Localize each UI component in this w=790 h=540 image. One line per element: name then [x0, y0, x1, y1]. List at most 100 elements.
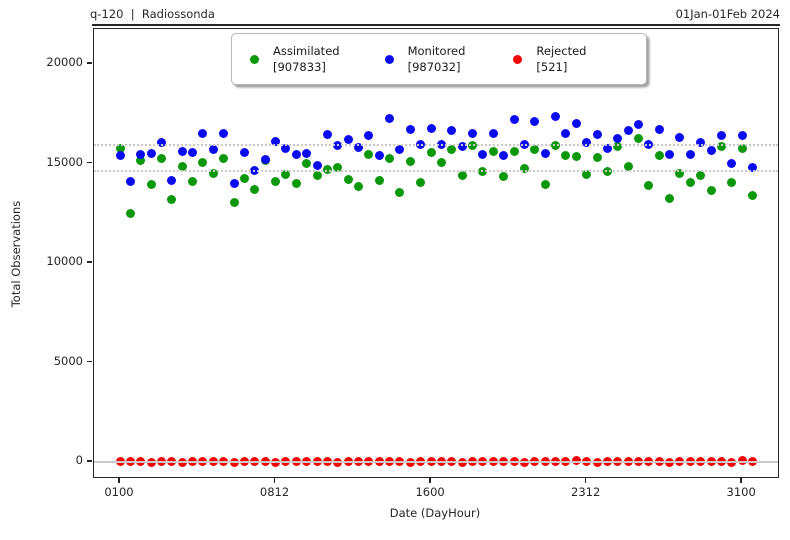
data-point-assimilated	[146, 179, 156, 189]
y-tick-mark	[87, 161, 92, 164]
data-point-monitored	[239, 148, 249, 158]
legend-item-assimilated: Assimilated [907833]	[250, 43, 340, 75]
data-point-assimilated	[426, 148, 436, 158]
data-point-monitored	[426, 124, 436, 134]
data-point-monitored	[592, 130, 602, 140]
data-point-monitored	[478, 150, 488, 160]
data-point-monitored	[198, 129, 208, 139]
data-point-assimilated	[167, 194, 177, 204]
data-point-assimilated	[250, 184, 260, 194]
data-point-assimilated	[219, 154, 229, 164]
x-tick-mark	[118, 478, 120, 483]
legend-label: Assimilated [907833]	[273, 43, 340, 75]
data-point-assimilated	[177, 161, 187, 171]
data-point-assimilated	[447, 145, 457, 155]
data-point-assimilated	[271, 176, 281, 186]
data-point-monitored	[737, 130, 747, 140]
data-point-assimilated	[592, 153, 602, 163]
data-point-assimilated	[322, 164, 332, 174]
data-point-monitored	[468, 128, 478, 138]
data-point-assimilated	[457, 170, 467, 180]
x-tick-label: 2312	[571, 485, 601, 499]
data-point-monitored	[271, 137, 281, 147]
data-point-monitored	[551, 112, 561, 122]
legend-label: Monitored [987032]	[408, 43, 466, 75]
data-point-monitored	[748, 163, 758, 173]
legend-series-name: Monitored	[407, 44, 466, 58]
legend-item-monitored: Monitored [987032]	[384, 43, 466, 75]
data-point-rejected	[644, 456, 654, 466]
legend-series-name: Assimilated	[273, 44, 340, 58]
plot-area: Assimilated [907833] Monitored [987032] …	[93, 28, 779, 478]
data-point-assimilated	[706, 185, 716, 195]
assimilated-marker-icon	[250, 54, 259, 64]
y-tick-label: 5000	[53, 353, 83, 368]
x-tick-label: 0812	[259, 485, 290, 499]
data-point-monitored	[613, 134, 623, 144]
chart-title: q-120 | Radiossonda	[90, 7, 215, 21]
data-point-monitored	[654, 125, 664, 135]
data-point-monitored	[208, 145, 218, 155]
data-point-assimilated	[208, 169, 218, 179]
data-point-monitored	[602, 144, 612, 154]
data-point-monitored	[696, 138, 706, 148]
data-point-monitored	[385, 114, 395, 124]
chart-date-range: 01Jan-01Feb 2024	[675, 7, 780, 21]
data-point-monitored	[623, 126, 633, 136]
data-point-assimilated	[291, 178, 301, 188]
data-point-monitored	[457, 142, 467, 152]
y-tick-label: 10000	[46, 254, 83, 268]
legend-series-count: [987032]	[407, 60, 461, 74]
monitored-marker-icon	[384, 54, 394, 64]
data-point-assimilated	[395, 187, 405, 197]
data-point-assimilated	[571, 152, 581, 162]
y-tick-mark	[87, 360, 92, 363]
data-point-assimilated	[530, 145, 540, 155]
data-point-monitored	[405, 125, 415, 135]
data-point-assimilated	[623, 161, 633, 171]
data-point-monitored	[675, 133, 685, 143]
data-point-assimilated	[156, 154, 166, 164]
x-tick-mark	[584, 478, 587, 483]
data-point-assimilated	[748, 190, 758, 200]
legend-label: Rejected [521]	[536, 43, 586, 75]
data-point-monitored	[167, 175, 177, 185]
data-point-assimilated	[436, 158, 446, 168]
data-point-assimilated	[188, 176, 198, 186]
data-point-monitored	[706, 146, 716, 156]
data-point-monitored	[136, 150, 146, 160]
data-point-monitored	[312, 160, 322, 170]
data-point-monitored	[727, 158, 737, 168]
x-axis-label: Date (DayHour)	[389, 506, 481, 520]
data-point-assimilated	[343, 174, 353, 184]
data-point-assimilated	[696, 170, 706, 180]
legend-series-count: [521]	[536, 60, 568, 74]
legend: Assimilated [907833] Monitored [987032] …	[231, 33, 647, 85]
data-point-assimilated	[675, 168, 685, 178]
data-point-assimilated	[416, 178, 426, 188]
data-point-monitored	[499, 151, 509, 161]
data-point-monitored	[488, 129, 498, 139]
y-tick-mark	[87, 460, 92, 462]
data-point-assimilated	[665, 194, 675, 204]
x-tick-label: 0100	[104, 485, 134, 499]
data-point-assimilated	[613, 142, 623, 152]
data-point-monitored	[125, 176, 135, 186]
data-point-assimilated	[364, 150, 374, 160]
data-point-monitored	[291, 150, 301, 160]
y-tick-label: 20000	[46, 55, 83, 69]
data-point-monitored	[343, 135, 353, 145]
data-point-monitored	[281, 144, 291, 154]
data-point-assimilated	[737, 144, 747, 154]
data-point-assimilated	[312, 170, 322, 180]
data-point-monitored	[395, 145, 405, 155]
data-point-monitored	[302, 149, 312, 159]
data-point-monitored	[561, 129, 571, 139]
x-tick-label: 3100	[726, 485, 756, 499]
data-point-assimilated	[333, 163, 343, 173]
data-point-monitored	[665, 149, 675, 159]
data-point-assimilated	[488, 147, 498, 157]
data-point-assimilated	[136, 156, 146, 165]
data-point-assimilated	[354, 181, 363, 191]
